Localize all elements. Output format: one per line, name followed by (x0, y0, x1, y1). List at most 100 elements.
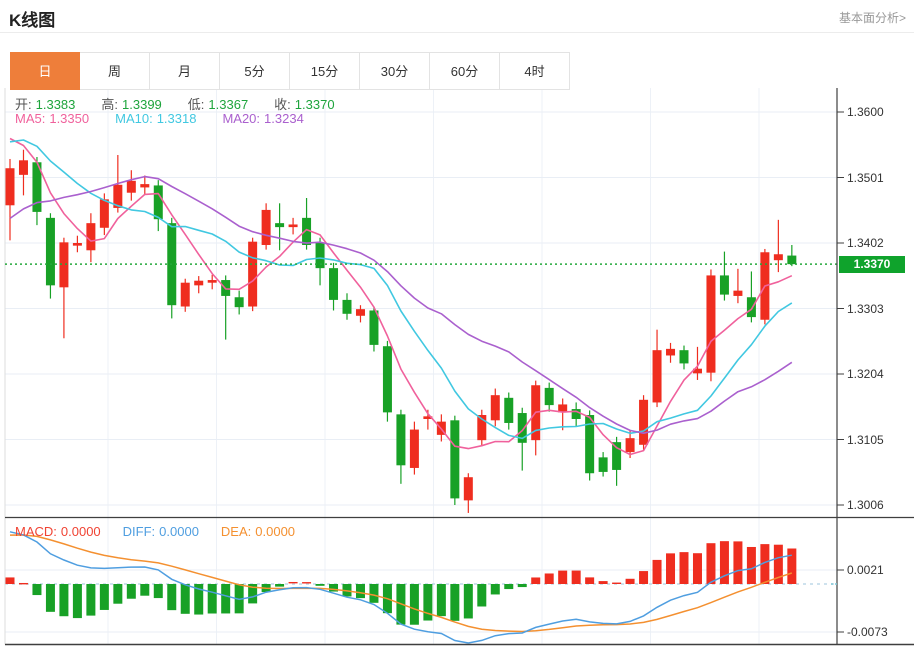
candle-body (355, 309, 365, 316)
candle-body (261, 209, 271, 245)
tab-4时[interactable]: 4时 (500, 52, 570, 90)
candle-body (409, 429, 419, 468)
candle-body (773, 254, 783, 261)
price-axis-label: 1.3105 (847, 432, 884, 447)
candle-body (612, 442, 622, 470)
macd-legend: MACD: 0.0000 DIFF: 0.0000 DEA: 0.0000 (15, 524, 295, 539)
macd-histogram-bar (571, 570, 581, 584)
macd-histogram-bar (719, 541, 729, 584)
macd-histogram-bar (113, 584, 123, 604)
legend-ma-item: MA5: 1.3350 (15, 111, 90, 126)
candle-body (113, 184, 123, 208)
macd-histogram-bar (706, 543, 716, 584)
candle-body (369, 310, 379, 345)
candle-body (517, 413, 527, 443)
ma-legend: MA5: 1.3350 MA10: 1.3318 MA20: 1.3234 (15, 111, 304, 126)
current-price-value: 1.3370 (853, 257, 891, 271)
tab-60分[interactable]: 60分 (430, 52, 500, 90)
tab-月[interactable]: 月 (150, 52, 220, 90)
candle-body (99, 199, 109, 228)
tab-5分[interactable]: 5分 (220, 52, 290, 90)
diff-line (9, 531, 792, 644)
candle-body (490, 395, 500, 421)
macd-histogram-bar (99, 584, 109, 610)
macd-histogram-bar (180, 584, 190, 614)
macd-histogram-bar (531, 577, 541, 584)
macd-histogram-bar (490, 584, 500, 595)
macd-axis-label: 0.0021 (847, 563, 884, 577)
tab-日[interactable]: 日 (10, 52, 80, 90)
macd-histogram-bar (760, 544, 770, 584)
price-axis-label: 1.3006 (847, 498, 884, 512)
price-axis-label: 1.3303 (847, 301, 884, 316)
candle-body (585, 415, 595, 474)
candle-body (652, 350, 662, 403)
candle-body (571, 409, 581, 419)
candle-body (382, 346, 392, 413)
legend-ohlc-item: 开: 1.3383 (15, 97, 76, 112)
tab-周[interactable]: 周 (80, 52, 150, 90)
macd-histogram-bar (207, 584, 217, 614)
macd-histogram-bar (585, 577, 595, 584)
candle-body (288, 224, 298, 228)
candle-body (477, 415, 487, 441)
macd-histogram-bar (167, 584, 177, 611)
macd-histogram-bar (625, 578, 635, 584)
ma5-line (9, 137, 793, 456)
candle-body (329, 268, 339, 300)
current-price-badge: 1.3370 (839, 256, 905, 273)
candle-body (639, 399, 649, 445)
legend-macd-item: DIFF: 0.0000 (122, 524, 199, 539)
macd-histogram-bar (463, 584, 473, 619)
macd-histogram-bar (302, 582, 312, 584)
fundamental-analysis-link[interactable]: 基本面分析> (838, 11, 906, 25)
price-axis-label: 1.3402 (847, 236, 884, 250)
macd-histogram-bar (153, 584, 163, 599)
candle-body (396, 414, 406, 466)
macd-histogram-bar (221, 584, 231, 614)
candle-body (787, 255, 797, 265)
macd-histogram-bar (787, 548, 797, 584)
macd-histogram-bar (436, 584, 446, 617)
macd-axis-label: -0.0073 (847, 625, 888, 639)
macd-histogram-bar (355, 584, 365, 599)
macd-histogram-bar (45, 584, 55, 612)
price-axis-label: 1.3600 (847, 105, 884, 119)
candle-body (72, 243, 82, 246)
candle-body (207, 280, 217, 283)
candle-body (733, 290, 743, 296)
candle-body (463, 477, 473, 501)
candle-body (719, 275, 729, 295)
macd-histogram-bar (315, 584, 325, 586)
legend-ma-item: MA20: 1.3234 (222, 111, 304, 126)
candle-body (248, 241, 258, 307)
macd-histogram-bar (140, 584, 150, 596)
macd-histogram-bar (544, 573, 554, 584)
candle-body (180, 282, 190, 307)
macd-histogram-bar (517, 584, 527, 588)
macd-histogram-bar (746, 546, 756, 584)
candle-body (558, 404, 568, 413)
macd-histogram-bar (126, 584, 136, 599)
macd-histogram-bar (652, 559, 662, 584)
tab-15分[interactable]: 15分 (290, 52, 360, 90)
legend-ma-item: MA10: 1.3318 (115, 111, 197, 126)
candle-body (5, 168, 15, 206)
macd-histogram-bar (679, 552, 689, 584)
ma20-line (9, 175, 793, 435)
candle-body (544, 387, 554, 406)
macd-histogram-bar (248, 584, 258, 604)
legend-ohlc-item: 低: 1.3367 (187, 97, 249, 112)
macd-histogram-bar (477, 584, 487, 607)
candle-body (32, 162, 42, 212)
macd-histogram-bar (598, 581, 608, 584)
tab-30分[interactable]: 30分 (360, 52, 430, 90)
candle-body (746, 297, 756, 318)
candle-body (692, 368, 702, 374)
candle-body (679, 350, 689, 364)
macd-histogram-bar (288, 581, 298, 584)
candle-body (86, 223, 96, 251)
candle-body (126, 180, 136, 193)
